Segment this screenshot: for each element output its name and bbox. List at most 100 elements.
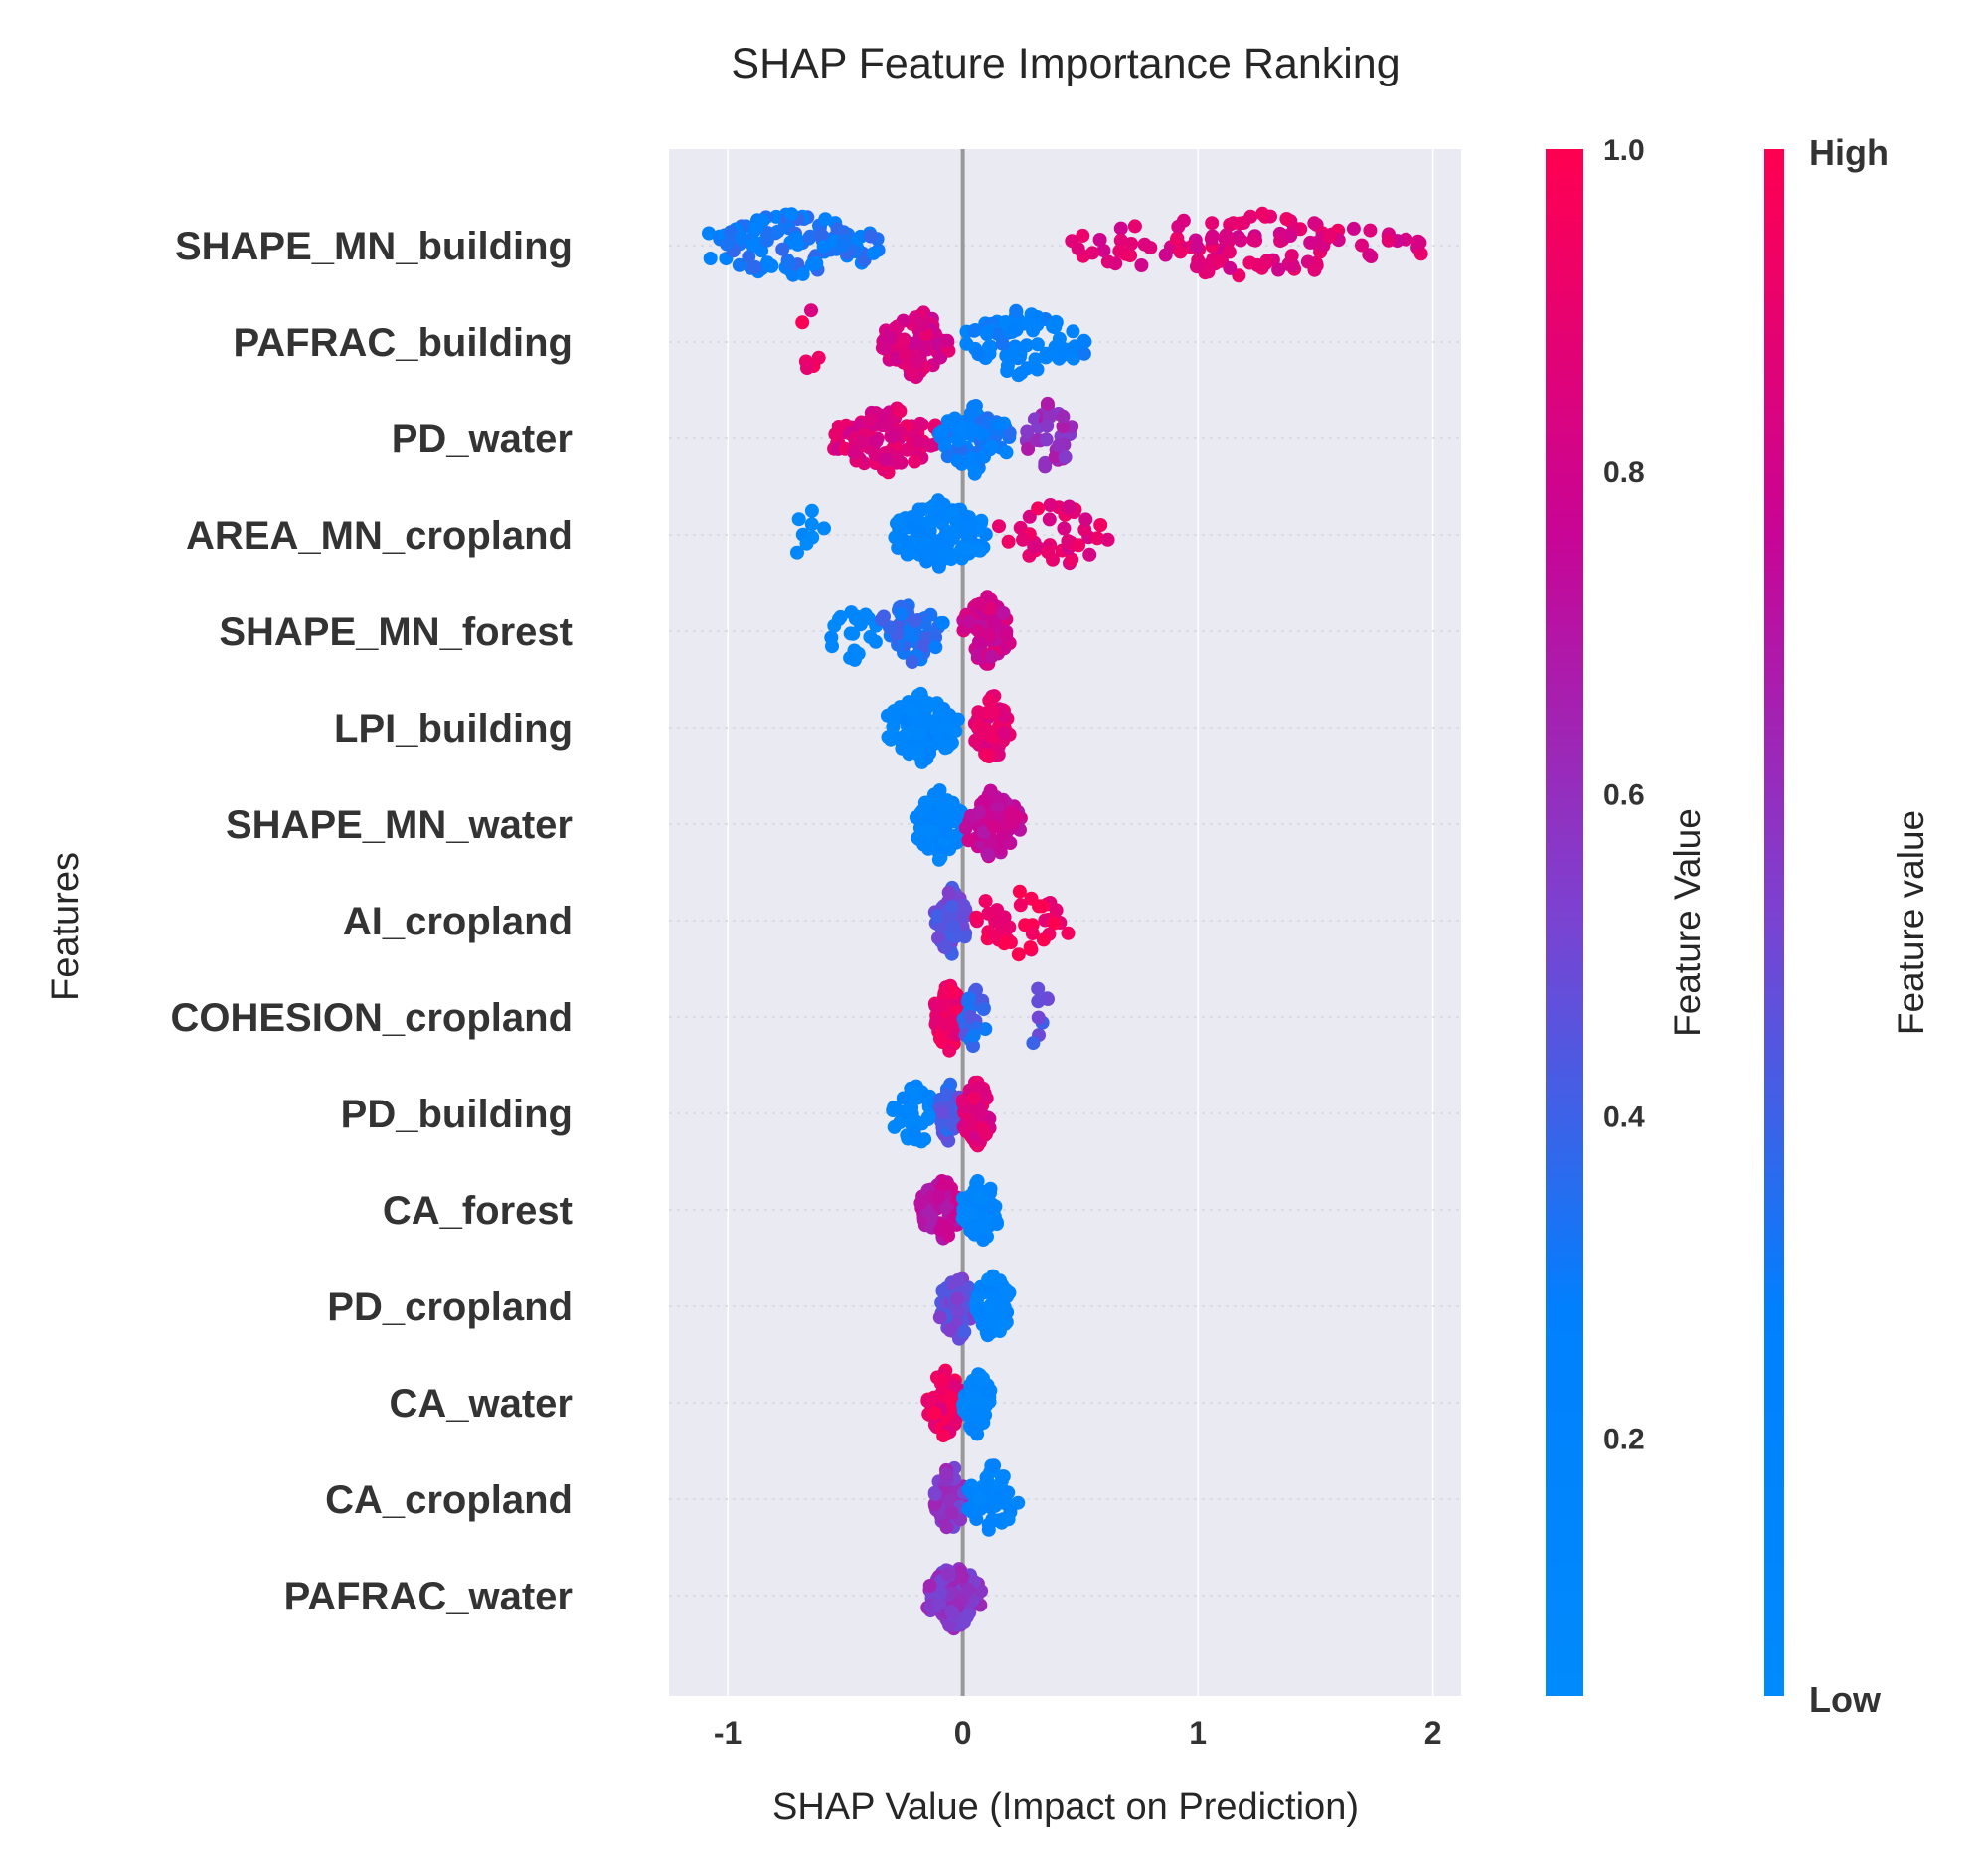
shap-point-0-0-79 — [781, 256, 796, 271]
shap-point-1-2-77 — [1019, 338, 1034, 353]
shap-point-10-1-63 — [983, 1184, 997, 1199]
shap-point-1-2-76 — [1047, 320, 1062, 335]
shap-point-4-2-93 — [971, 623, 986, 638]
shap-point-1-2-11 — [1066, 324, 1080, 339]
shap-point-9-2-63 — [955, 1094, 970, 1108]
shap-point-11-1-58 — [995, 1303, 1010, 1318]
shap-point-7-1-39 — [988, 929, 1002, 943]
shap-point-11-0-61 — [950, 1291, 965, 1306]
shap-point-5-0-108 — [927, 720, 942, 735]
shap-point-3-2-38 — [1078, 512, 1093, 527]
feature-label-1: PAFRAC_building — [234, 321, 573, 365]
shap-point-4-2-82 — [962, 614, 977, 629]
shap-point-12-1-57 — [973, 1372, 988, 1387]
shap-point-0-1-73 — [1271, 262, 1286, 277]
shap-point-7-1-33 — [997, 936, 1012, 951]
shap-point-7-1-27 — [1061, 926, 1076, 940]
shap-point-8-0-95 — [942, 1043, 957, 1058]
shap-point-9-0-39 — [896, 1091, 911, 1105]
shap-point-9-0-25 — [893, 1115, 908, 1130]
shap-point-3-2-26 — [1041, 545, 1056, 560]
shap-point-1-1-64 — [933, 350, 947, 365]
shap-point-1-1-87 — [910, 354, 924, 369]
shap-point-4-0-18 — [849, 609, 864, 624]
shap-point-7-1-14 — [1024, 891, 1039, 906]
shap-point-0-1-62 — [1108, 256, 1123, 271]
shap-point-3-0-4 — [804, 517, 819, 532]
shap-point-1-2-64 — [1077, 346, 1091, 361]
shap-point-1-2-55 — [1014, 366, 1029, 380]
shap-point-0-0-97 — [790, 237, 805, 252]
shap-point-0-1-56 — [1363, 223, 1378, 238]
shap-point-2-2-25 — [1056, 409, 1071, 423]
shap-point-0-1-117 — [1065, 234, 1079, 249]
shap-point-12-1-54 — [982, 1394, 997, 1409]
shap-point-3-2-15 — [1077, 522, 1092, 537]
shap-point-3-2-32 — [1093, 518, 1108, 532]
shap-point-9-0-17 — [886, 1103, 901, 1117]
shap-point-1-2-70 — [1030, 362, 1045, 377]
shap-point-5-0-98 — [938, 741, 952, 756]
shap-point-0-1-94 — [1137, 237, 1152, 252]
shap-point-2-1-51 — [999, 445, 1014, 460]
shap-point-12-1-55 — [973, 1405, 988, 1420]
shap-point-0-0-108 — [814, 228, 828, 243]
shap-point-11-1-36 — [992, 1324, 1007, 1338]
shap-point-12-1-58 — [965, 1421, 980, 1436]
shap-point-11-1-56 — [993, 1273, 1007, 1288]
shap-point-0-1-78 — [1381, 233, 1396, 248]
shap-point-0-1-119 — [1205, 216, 1220, 231]
shap-point-2-2-20 — [1058, 449, 1073, 464]
colorbar-high-low-label: Feature value — [1891, 810, 1931, 1035]
shap-point-0-1-118 — [1223, 260, 1238, 275]
shap-point-3-0-5 — [790, 545, 804, 560]
shap-point-0-1-98 — [1413, 247, 1428, 261]
shap-point-1-2-68 — [1052, 331, 1067, 346]
shap-point-8-1-19 — [962, 1009, 977, 1024]
shap-point-10-0-68 — [940, 1223, 955, 1238]
shap-point-9-2-67 — [970, 1103, 985, 1118]
shap-point-0-1-89 — [1259, 254, 1274, 268]
shap-point-9-1-38 — [935, 1105, 949, 1120]
shap-point-4-0-20 — [851, 646, 866, 661]
shap-point-1-2-74 — [990, 326, 1005, 341]
shap-point-3-1-81 — [954, 542, 968, 557]
shap-point-0-1-113 — [1173, 245, 1188, 259]
shap-point-11-0-18 — [935, 1283, 950, 1298]
shap-point-5-0-109 — [922, 746, 937, 761]
shap-point-6-0-105 — [935, 813, 950, 828]
shap-point-11-1-43 — [980, 1328, 995, 1343]
shap-point-6-1-71 — [983, 836, 998, 851]
colorbar-low-label: Low — [1809, 1679, 1882, 1720]
feature-label-2: PD_water — [392, 418, 573, 461]
shap-point-10-1-67 — [965, 1221, 980, 1236]
shap-point-3-1-91 — [934, 515, 949, 530]
shap-point-3-1-96 — [946, 506, 961, 521]
shap-point-3-1-102 — [971, 543, 986, 558]
shap-point-0-0-92 — [747, 259, 762, 274]
shap-point-5-0-74 — [895, 741, 910, 756]
shap-point-7-1-31 — [969, 910, 984, 925]
shap-point-5-1-66 — [986, 705, 1001, 720]
shap-point-12-1-59 — [971, 1392, 986, 1407]
shap-point-1-2-62 — [981, 340, 996, 355]
shap-point-2-0-85 — [921, 438, 936, 453]
shap-point-6-0-103 — [939, 793, 954, 808]
shap-point-8-1-7 — [978, 1022, 993, 1037]
shap-point-4-0-21 — [846, 626, 861, 641]
shap-point-0-0-115 — [809, 256, 824, 270]
shap-point-1-1-89 — [914, 318, 929, 332]
shap-point-0-1-108 — [1204, 231, 1219, 246]
shap-point-5-1-68 — [982, 693, 997, 708]
shap-point-9-0-37 — [907, 1125, 921, 1140]
shap-point-3-2-35 — [1061, 534, 1076, 549]
shap-point-5-0-67 — [884, 732, 898, 747]
shap-point-5-0-105 — [905, 703, 919, 718]
shap-point-8-0-90 — [933, 999, 947, 1014]
shap-point-0-1-9 — [1134, 258, 1149, 272]
shap-point-0-0-113 — [759, 233, 774, 248]
shap-point-7-1-23 — [1011, 947, 1026, 962]
shap-point-7-0-48 — [941, 885, 956, 900]
shap-point-0-1-101 — [1212, 254, 1227, 268]
shap-point-0-1-111 — [1307, 262, 1322, 277]
